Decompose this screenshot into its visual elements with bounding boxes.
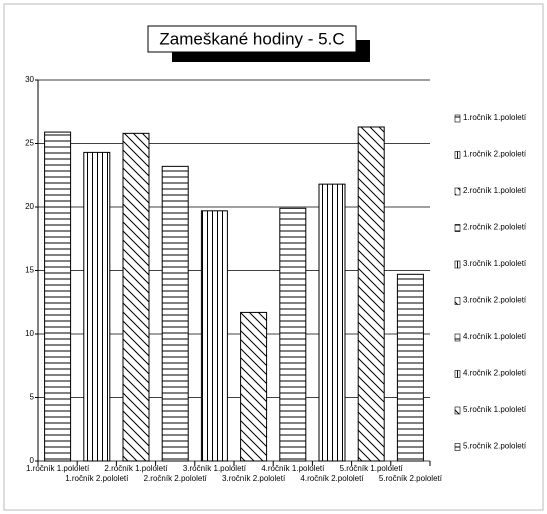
- x-tick-label: 1.ročník 2.pololetí: [65, 474, 129, 483]
- bar: [240, 311, 268, 462]
- bar: [279, 207, 307, 462]
- legend-swatch: [454, 114, 461, 123]
- legend-label: 3.ročník 1.pololetí: [463, 259, 527, 268]
- x-tick-label: 1.ročník 1.pololetí: [26, 464, 90, 473]
- x-tick-label: 2.ročník 2.pololetí: [144, 474, 208, 483]
- legend-label: 1.ročník 2.pololetí: [463, 150, 527, 159]
- legend-label: 2.ročník 1.pololetí: [463, 186, 527, 195]
- bar: [83, 151, 111, 462]
- legend-label: 4.ročník 2.pololetí: [463, 369, 527, 378]
- legend-swatch: [454, 443, 461, 451]
- x-tick-label: 4.ročník 1.pololetí: [261, 464, 325, 473]
- bar: [122, 132, 150, 462]
- y-tick-label: 10: [25, 329, 34, 338]
- bar: [396, 273, 424, 462]
- legend-swatch: [454, 151, 461, 159]
- legend-label: 2.ročník 2.pololetí: [463, 223, 527, 232]
- x-tick-label: 5.ročník 2.pololetí: [379, 474, 443, 483]
- y-tick-label: 20: [25, 202, 34, 211]
- legend-label: 3.ročník 2.pololetí: [463, 296, 527, 305]
- x-tick-label: 5.ročník 1.pololetí: [340, 464, 404, 473]
- legend-swatch: [454, 406, 461, 415]
- legend-swatch: [454, 370, 461, 378]
- legend-label: 5.ročník 2.pololetí: [463, 442, 527, 451]
- y-tick-label: 15: [25, 266, 34, 275]
- bar: [44, 131, 72, 462]
- legend-label: 5.ročník 1.pololetí: [463, 405, 527, 414]
- x-tick-label: 3.ročník 2.pololetí: [222, 474, 286, 483]
- legend-swatch: [454, 297, 461, 305]
- y-tick-label: 25: [25, 139, 34, 148]
- title-box: [147, 25, 357, 53]
- y-tick-label: 5: [30, 393, 35, 402]
- x-tick-label: 2.ročník 1.pololetí: [104, 464, 168, 473]
- chart-title: Zameškané hodiny - 5.C: [159, 29, 344, 48]
- y-tick-label: 0: [30, 456, 35, 465]
- legend-label: 1.ročník 1.pololetí: [463, 113, 527, 122]
- legend-label: 4.ročník 1.pololetí: [463, 332, 527, 341]
- legend-swatch: [454, 224, 461, 232]
- bar: [161, 165, 189, 462]
- bar: [200, 210, 228, 462]
- legend-swatch: [454, 333, 461, 342]
- legend-swatch: [454, 260, 461, 269]
- bar: [318, 183, 346, 462]
- legend-swatch: [454, 187, 461, 196]
- x-tick-label: 3.ročník 1.pololetí: [183, 464, 247, 473]
- bar: [357, 126, 385, 462]
- x-tick-label: 4.ročník 2.pololetí: [300, 474, 364, 483]
- y-tick-label: 30: [25, 75, 34, 84]
